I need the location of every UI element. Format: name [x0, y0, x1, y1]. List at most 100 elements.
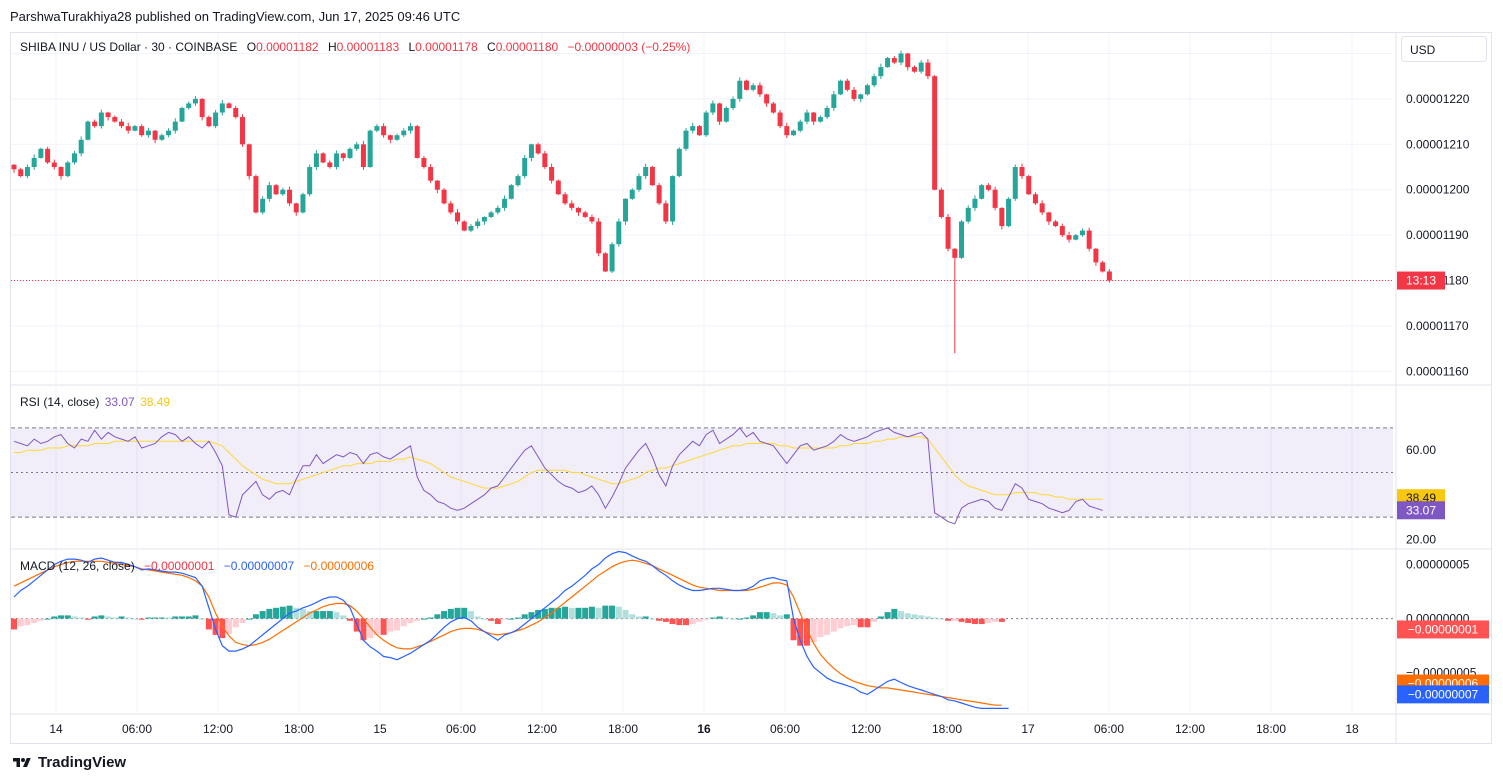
candle-body — [1053, 221, 1059, 227]
candle-body — [717, 103, 723, 122]
candle-body — [616, 221, 622, 245]
candle-body — [461, 221, 467, 231]
candle-body — [186, 103, 192, 108]
rsi-y-tick-label: 60.00 — [1406, 443, 1436, 457]
candle-body — [226, 103, 232, 108]
symbol-label[interactable]: SHIBA INU / US Dollar · 30 · COINBASE — [20, 40, 238, 54]
macd-hist-value: −0.00000001 — [144, 559, 215, 573]
candle-body — [791, 130, 797, 136]
candle-body — [1039, 203, 1045, 213]
x-tick-label: 06:00 — [770, 722, 800, 736]
macd-histogram-bar — [992, 618, 999, 622]
macd-histogram-bar — [347, 618, 353, 621]
rsi-axis-badge — [1397, 501, 1445, 520]
l-label: L — [408, 40, 416, 54]
macd-histogram-bar — [904, 613, 911, 619]
candle-body — [394, 135, 400, 140]
macd-histogram-bar — [17, 618, 24, 627]
macd-histogram-bar — [508, 618, 515, 620]
macd-histogram-bar — [770, 613, 777, 619]
candle-body — [78, 139, 84, 154]
macd-histogram-bar — [931, 617, 938, 619]
candle-body — [1106, 271, 1112, 281]
candle-body — [206, 117, 212, 127]
candle-body — [1032, 194, 1038, 204]
macd-histogram-bar — [172, 616, 179, 619]
candle-body — [723, 107, 729, 122]
candle-body — [92, 121, 98, 127]
candle-body — [381, 126, 387, 136]
candle-body — [1006, 198, 1012, 227]
macd-histogram-bar — [575, 607, 582, 619]
candle-body — [166, 130, 172, 136]
candle-body — [125, 126, 131, 131]
macd-histogram-bar — [824, 618, 831, 635]
candle-body — [649, 167, 655, 186]
x-tick-label: 06:00 — [122, 722, 152, 736]
candle-body — [18, 169, 24, 177]
candle-body — [575, 207, 581, 213]
macd-histogram-bar — [91, 616, 98, 619]
candle-body — [287, 189, 293, 204]
macd-histogram-bar — [730, 618, 737, 620]
candle-body — [367, 130, 373, 168]
candle-body — [871, 76, 877, 86]
macd-histogram-bar — [830, 618, 837, 632]
macd-histogram-bar — [568, 607, 575, 619]
macd-histogram-bar — [105, 616, 112, 619]
currency-button[interactable]: USD — [1401, 36, 1487, 62]
macd-histogram-bar — [179, 616, 185, 619]
y-tick-label: 0.00001160 — [1406, 364, 1469, 378]
candle-body — [145, 130, 151, 136]
macd-histogram-bar — [629, 614, 636, 619]
macd-histogram-bar — [515, 617, 521, 619]
chart-frame — [10, 32, 1492, 744]
x-tick-label: 18:00 — [284, 722, 314, 736]
macd-histogram-bar — [582, 607, 589, 619]
candle-body — [266, 185, 272, 199]
macd-histogram-bar — [535, 609, 542, 619]
candle-body — [347, 148, 353, 158]
candle-body — [1086, 230, 1092, 249]
macd-histogram-bar — [340, 615, 347, 619]
candle-body — [743, 80, 749, 90]
macd-title[interactable]: MACD (12, 26, close) — [20, 559, 135, 573]
candle-body — [656, 185, 662, 204]
rsi-title[interactable]: RSI (14, close) — [20, 395, 100, 409]
macd-histogram-bar — [669, 618, 676, 625]
candle-body — [636, 176, 642, 190]
macd-histogram-bar — [958, 618, 965, 622]
candle-body — [911, 67, 917, 72]
macd-histogram-bar — [918, 615, 925, 619]
macd-histogram-bar — [467, 611, 474, 619]
candle-body — [401, 130, 407, 136]
macd-histogram-bar — [837, 618, 844, 629]
brand[interactable]: TradingView — [12, 754, 126, 771]
candle-body — [1066, 235, 1072, 240]
candle-body — [468, 226, 474, 231]
candle-body — [45, 148, 51, 163]
macd-histogram-bar — [877, 616, 884, 619]
macd-histogram-bar — [743, 617, 750, 619]
macd-histogram-bar — [407, 618, 414, 623]
candle-body — [434, 180, 440, 190]
rsi-y-tick-label: 20.00 — [1406, 532, 1436, 546]
macd-histogram-bar — [293, 607, 300, 619]
candle-body — [959, 221, 965, 258]
macd-histogram-bar — [259, 611, 266, 619]
macd-histogram-bar — [192, 615, 199, 619]
macd-histogram-bar — [226, 618, 233, 634]
macd-y-tick-label: 0.00000005 — [1406, 558, 1470, 572]
macd-histogram-bar — [138, 618, 145, 620]
macd-histogram-bar — [662, 618, 669, 622]
candle-body — [374, 126, 380, 131]
candle-body — [1012, 167, 1018, 199]
macd-histogram-bar — [373, 618, 380, 635]
macd-signal-value: −0.00000006 — [303, 559, 374, 573]
macd-histogram-bar — [434, 614, 441, 619]
candle-body — [784, 126, 790, 136]
candle-body — [441, 189, 447, 204]
candle-body — [139, 126, 145, 136]
candle-body — [179, 107, 185, 122]
